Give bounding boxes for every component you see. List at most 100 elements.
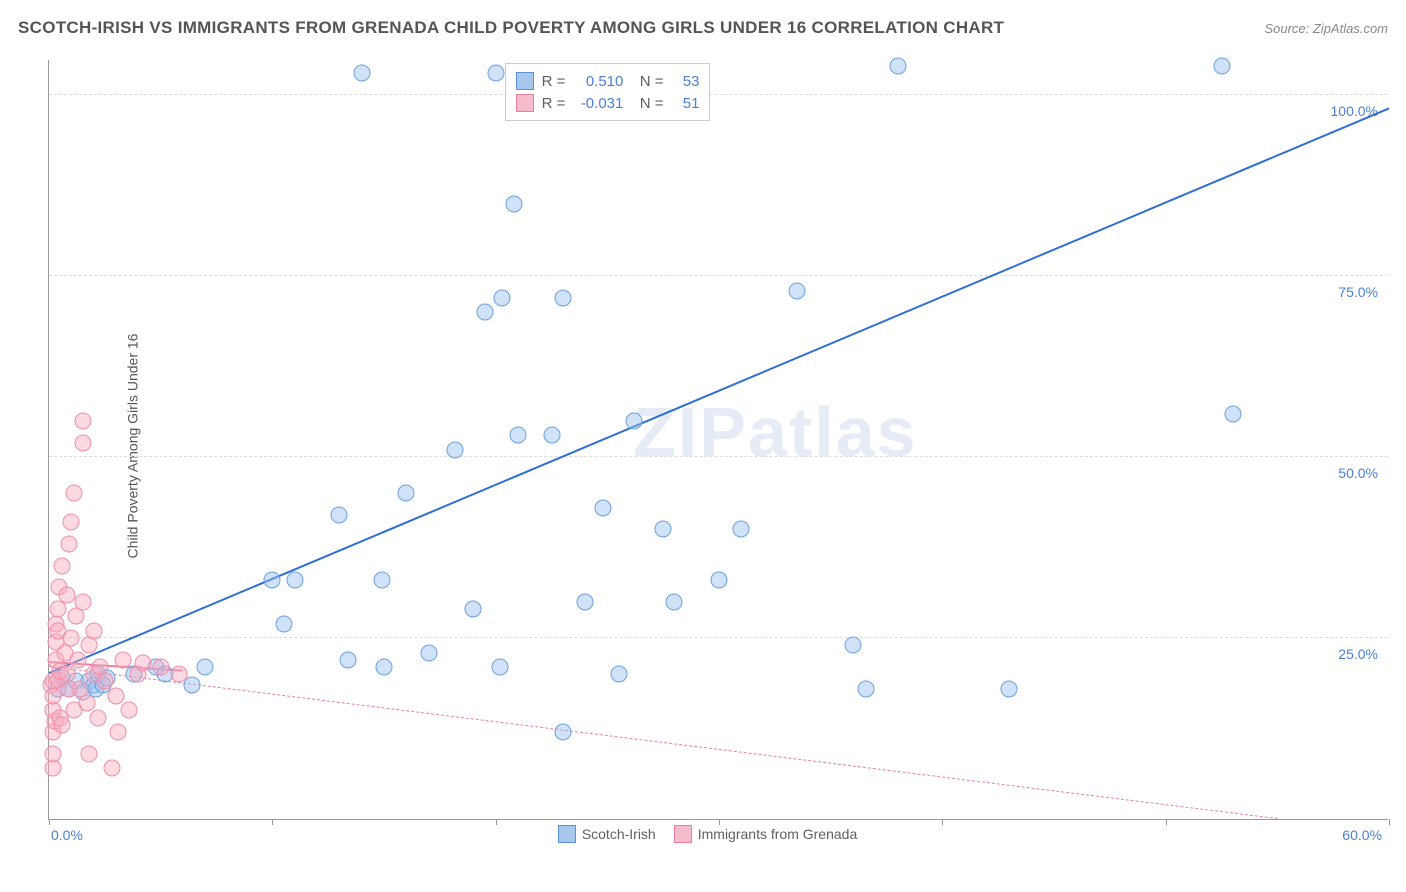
data-point: [81, 637, 98, 654]
data-point: [577, 593, 594, 610]
data-point: [74, 593, 91, 610]
data-point: [543, 427, 560, 444]
data-point: [494, 289, 511, 306]
data-point: [610, 666, 627, 683]
data-point: [420, 644, 437, 661]
data-point: [152, 659, 169, 676]
stat-n: 53: [671, 73, 699, 90]
x-tick: [1166, 819, 1167, 825]
data-point: [90, 709, 107, 726]
series-swatch: [516, 72, 534, 90]
data-point: [655, 521, 672, 538]
data-point: [476, 304, 493, 321]
stat-label: R =: [542, 73, 566, 90]
plot-area: ZIPatlas 25.0%50.0%75.0%100.0%0.0%60.0%R…: [48, 60, 1388, 820]
data-point: [45, 687, 62, 704]
legend-swatch: [558, 825, 576, 843]
data-point: [711, 572, 728, 589]
stat-n: 51: [671, 95, 699, 112]
stats-box: R = 0.510 N = 53 R = -0.031 N = 51: [505, 63, 711, 121]
data-point: [121, 702, 138, 719]
data-point: [510, 427, 527, 444]
data-point: [74, 412, 91, 429]
gridline: [49, 637, 1388, 638]
legend-item: Scotch-Irish: [558, 825, 656, 843]
data-point: [78, 695, 95, 712]
stats-row: R = -0.031 N = 51: [516, 92, 700, 114]
data-point: [1224, 405, 1241, 422]
legend-label: Scotch-Irish: [582, 826, 656, 842]
data-point: [1001, 680, 1018, 697]
stat-label: N =: [631, 95, 663, 112]
data-point: [505, 195, 522, 212]
x-tick: [1389, 819, 1390, 825]
x-tick: [942, 819, 943, 825]
data-point: [170, 666, 187, 683]
stat-label: N =: [631, 73, 663, 90]
data-point: [63, 514, 80, 531]
data-point: [858, 680, 875, 697]
data-point: [61, 535, 78, 552]
data-point: [81, 745, 98, 762]
data-point: [54, 557, 71, 574]
stat-r: -0.031: [573, 95, 623, 112]
y-tick-label: 50.0%: [1338, 465, 1378, 481]
data-point: [103, 760, 120, 777]
data-point: [67, 608, 84, 625]
data-point: [492, 659, 509, 676]
data-point: [331, 507, 348, 524]
data-point: [889, 58, 906, 75]
data-point: [197, 659, 214, 676]
data-point: [264, 572, 281, 589]
x-tick-label: 0.0%: [51, 827, 83, 843]
x-tick: [49, 819, 50, 825]
data-point: [594, 499, 611, 516]
data-point: [554, 724, 571, 741]
data-point: [554, 289, 571, 306]
x-tick-label: 60.0%: [1342, 827, 1382, 843]
stat-r: 0.510: [573, 73, 623, 90]
data-point: [666, 593, 683, 610]
series-swatch: [516, 94, 534, 112]
data-point: [70, 651, 87, 668]
data-point: [108, 687, 125, 704]
x-tick: [272, 819, 273, 825]
data-point: [58, 586, 75, 603]
stats-row: R = 0.510 N = 53: [516, 70, 700, 92]
gridline: [49, 456, 1388, 457]
data-point: [96, 673, 113, 690]
trend-line: [49, 666, 1277, 819]
data-point: [45, 760, 62, 777]
data-point: [286, 572, 303, 589]
data-point: [398, 485, 415, 502]
data-point: [65, 485, 82, 502]
data-point: [789, 282, 806, 299]
data-point: [465, 601, 482, 618]
stat-label: R =: [542, 95, 566, 112]
chart-source: Source: ZipAtlas.com: [1264, 21, 1388, 36]
watermark: ZIPatlas: [633, 392, 917, 472]
data-point: [353, 65, 370, 82]
data-point: [110, 724, 127, 741]
legend: Scotch-Irish Immigrants from Grenada: [558, 825, 857, 843]
data-point: [63, 630, 80, 647]
data-point: [373, 572, 390, 589]
data-point: [275, 615, 292, 632]
legend-item: Immigrants from Grenada: [674, 825, 858, 843]
data-point: [845, 637, 862, 654]
chart-header: SCOTCH-IRISH VS IMMIGRANTS FROM GRENADA …: [18, 18, 1388, 38]
data-point: [447, 441, 464, 458]
data-point: [49, 601, 66, 618]
data-point: [340, 651, 357, 668]
data-point: [183, 677, 200, 694]
data-point: [376, 659, 393, 676]
data-point: [45, 745, 62, 762]
x-tick: [496, 819, 497, 825]
gridline: [49, 275, 1388, 276]
data-point: [134, 655, 151, 672]
trend-line: [49, 108, 1390, 674]
data-point: [85, 622, 102, 639]
data-point: [74, 434, 91, 451]
data-point: [626, 412, 643, 429]
y-tick-label: 25.0%: [1338, 646, 1378, 662]
